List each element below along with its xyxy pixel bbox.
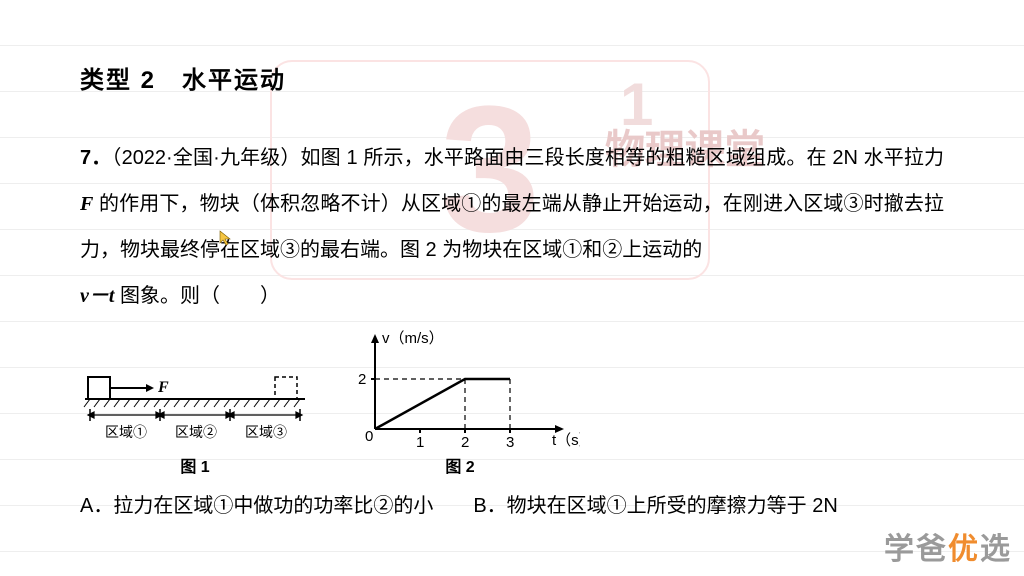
problem-number: 7．	[80, 147, 111, 169]
page-content: 类型 2 水平运动 7．（2022·全国·九年级）如图 1 所示，水平路面由三段…	[0, 0, 1024, 518]
logo-part-3: 选	[980, 533, 1012, 566]
cursor-icon: 在	[220, 227, 240, 273]
choices-row: A．拉力在区域①中做功的功率比②的小 B．物块在区域①上所受的摩擦力等于 2N	[80, 489, 944, 518]
section-title: 类型 2 水平运动	[80, 60, 944, 95]
logo-part-2: 优	[948, 533, 980, 566]
problem-frag-8: 图象。则（ ）	[114, 285, 280, 307]
region-3b: ③	[280, 239, 300, 261]
fig1-region-2-label: 区域②	[175, 424, 217, 440]
figures-row: F 区域① 区域② 区域③ 图 1	[80, 329, 944, 477]
svg-text:1: 1	[416, 434, 424, 449]
region-2: ②	[602, 239, 622, 261]
force-symbol: F	[80, 193, 93, 215]
region-1: ①	[461, 193, 481, 215]
figure-2-label: 图 2	[445, 453, 474, 477]
problem-frag-6: 和	[582, 239, 602, 261]
problem-frag-7: 上运动的	[622, 239, 702, 261]
problem-frag-5: 的最右端。图 2 为物块在区域	[300, 239, 562, 261]
problem-frag-3: 的最左端从静止开始运动，在刚进入区域	[481, 193, 843, 215]
choice-b: B．物块在区域①上所受的摩擦力等于 2N	[473, 489, 837, 518]
problem-frag-4b: 区域	[240, 239, 280, 261]
figure-2-wrap: v（m/s） t（s） 0 2 1 2 3 图 2	[340, 329, 580, 477]
problem-source: （2022·全国·九年级）	[111, 147, 300, 169]
svg-text:0: 0	[365, 428, 373, 445]
problem-frag-1: 如图 1 所示，水平路面由三段长度相等的粗糙区域组成。在 2N 水平拉力	[301, 147, 945, 169]
svg-text:3: 3	[506, 434, 514, 449]
svg-text:F: F	[157, 379, 169, 396]
figure-1-svg: F 区域① 区域② 区域③	[80, 359, 310, 449]
problem-frag-2: 的作用下，物块（体积忽略不计）从区域	[93, 193, 461, 215]
vt-symbol: v－t	[80, 285, 114, 307]
problem-text: 7．（2022·全国·九年级）如图 1 所示，水平路面由三段长度相等的粗糙区域组…	[80, 135, 944, 319]
region-1b: ①	[562, 239, 582, 261]
svg-text:t（s）: t（s）	[552, 432, 580, 449]
corner-logo: 学爸优选	[884, 524, 1012, 568]
figure-1-wrap: F 区域① 区域② 区域③ 图 1	[80, 359, 310, 477]
region-3: ③	[844, 193, 864, 215]
svg-text:2: 2	[461, 434, 469, 449]
fig1-region-3-label: 区域③	[245, 424, 287, 440]
svg-text:v（m/s）: v（m/s）	[382, 330, 444, 347]
logo-part-1: 学爸	[884, 533, 948, 566]
choice-a: A．拉力在区域①中做功的功率比②的小	[80, 489, 433, 518]
svg-text:2: 2	[358, 371, 366, 388]
figure-2-svg: v（m/s） t（s） 0 2 1 2 3	[340, 329, 580, 449]
figure-1-label: 图 1	[180, 453, 209, 477]
fig1-region-1-label: 区域①	[105, 424, 147, 440]
